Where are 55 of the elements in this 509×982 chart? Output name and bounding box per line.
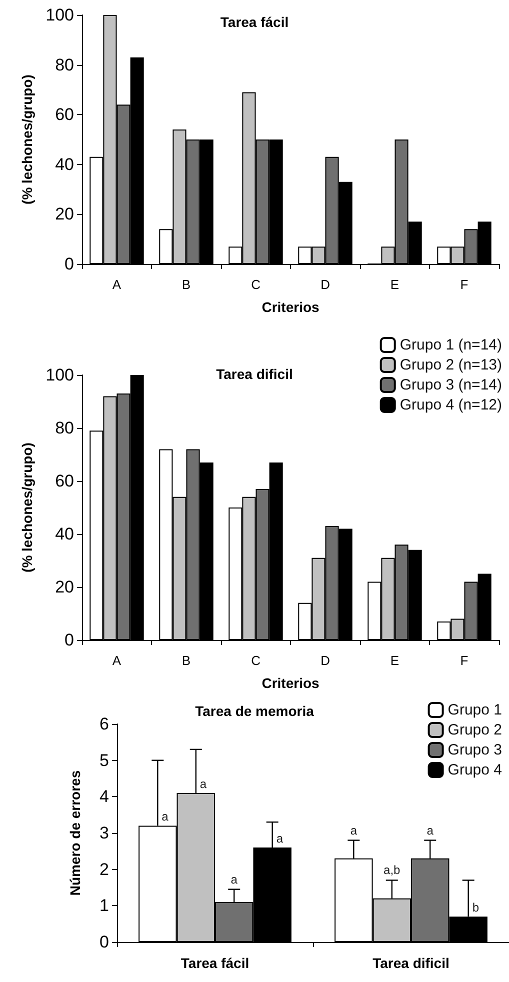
y-tick-label: 3 — [100, 824, 109, 842]
y-tick-label: 60 — [55, 472, 74, 490]
x-tick-label: B — [182, 653, 191, 668]
data-label: a,b — [384, 863, 401, 878]
y-axis-title: Número de errores — [67, 770, 83, 896]
y-tick-label: 2 — [100, 860, 109, 879]
data-label: a — [200, 777, 207, 792]
x-tick-label: B — [182, 277, 191, 292]
y-tick-label: 0 — [64, 254, 74, 274]
y-tick-label: 40 — [55, 524, 74, 544]
legend-label: Grupo 3 (n=14) — [400, 376, 502, 394]
y-tick-label: 20 — [55, 578, 74, 596]
data-label: a — [230, 872, 238, 886]
legend-label: Grupo 3 — [448, 742, 502, 758]
y-tick-label: 80 — [55, 55, 74, 74]
y-tick-label: 1 — [100, 896, 109, 916]
x-tick-label: E — [390, 653, 400, 668]
x-tick-label: C — [251, 653, 260, 668]
data-label: a — [276, 832, 284, 846]
x-axis-title: Criterios — [262, 299, 320, 315]
x-tick-label: A — [112, 277, 122, 292]
legend-label: Grupo 4 — [448, 762, 502, 778]
y-tick-label: 100 — [46, 366, 74, 384]
chart-title: Tarea dificil — [216, 366, 293, 382]
y-tick-label: 80 — [55, 418, 74, 438]
y-tick-label: 0 — [64, 630, 74, 650]
x-tick-label: F — [460, 277, 468, 292]
legend-label: Grupo 2 — [448, 722, 502, 738]
y-tick-label: 6 — [100, 714, 109, 734]
legend-label: Grupo 2 (n=13) — [400, 356, 502, 374]
y-tick-label: 60 — [55, 105, 74, 124]
x-tick-label: A — [112, 653, 122, 668]
data-label: b — [472, 900, 480, 915]
y-tick-label: 40 — [55, 154, 74, 174]
y-tick-label: 0 — [100, 932, 109, 952]
x-tick-label: C — [251, 277, 260, 292]
y-axis-title: (% lechones/grupo) — [19, 74, 35, 204]
y-tick-label: 100 — [46, 6, 74, 24]
legend-label: Grupo 1 (n=14) — [400, 336, 502, 354]
x-axis-title: Criterios — [262, 675, 320, 691]
y-tick-label: 20 — [55, 204, 74, 224]
legend-label: Grupo 4 (n=12) — [400, 396, 502, 414]
y-tick-label: 5 — [100, 750, 109, 770]
y-tick-label: 4 — [100, 787, 109, 806]
x-tick-label: F — [460, 653, 468, 668]
y-axis-title: (% lechones/grupo) — [19, 442, 35, 572]
chart-title: Tarea de memoria — [195, 703, 314, 719]
data-label: a — [350, 823, 358, 838]
x-tick-label: E — [390, 277, 400, 292]
x-tick-label: D — [320, 653, 330, 668]
legend-label: Grupo 1 — [448, 702, 502, 718]
chart-title: Tarea fácil — [220, 14, 289, 30]
x-tick-label: D — [320, 277, 330, 292]
data-label: a — [426, 823, 434, 838]
data-label: a — [162, 810, 169, 824]
